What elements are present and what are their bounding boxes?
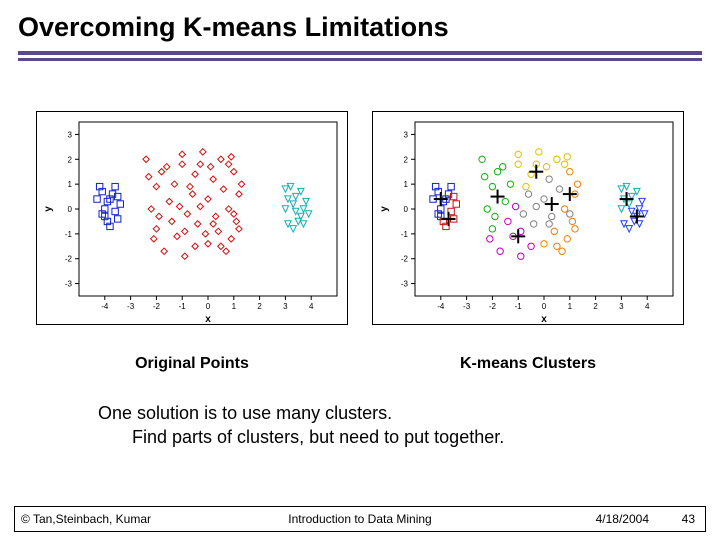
svg-text:-1: -1 — [401, 230, 409, 239]
svg-text:1: 1 — [568, 302, 573, 311]
footer-book-title: Introduction to Data Mining — [288, 512, 431, 526]
footer-date: 4/18/2004 — [596, 512, 649, 526]
svg-text:2: 2 — [68, 155, 73, 164]
caption-kmeans-clusters: K-means Clusters — [372, 355, 684, 373]
charts-row: -4-3-2-101234-3-2-10123xy -4-3-2-101234-… — [0, 61, 720, 325]
svg-text:3: 3 — [619, 302, 624, 311]
svg-text:-3: -3 — [463, 302, 471, 311]
svg-text:-4: -4 — [101, 302, 109, 311]
svg-text:0: 0 — [206, 302, 211, 311]
svg-text:-1: -1 — [179, 302, 187, 311]
svg-text:0: 0 — [68, 205, 73, 214]
svg-text:-2: -2 — [489, 302, 497, 311]
svg-text:0: 0 — [542, 302, 547, 311]
svg-text:3: 3 — [68, 130, 73, 139]
footer-authors: © Tan,Steinbach, Kumar — [21, 512, 151, 526]
caption-original-points: Original Points — [36, 355, 348, 373]
captions-row: Original Points K-means Clusters — [0, 325, 720, 373]
svg-text:4: 4 — [645, 302, 650, 311]
svg-text:-1: -1 — [65, 230, 73, 239]
svg-text:1: 1 — [232, 302, 237, 311]
svg-text:1: 1 — [68, 180, 73, 189]
svg-text:2: 2 — [593, 302, 598, 311]
svg-text:-1: -1 — [515, 302, 523, 311]
footer-bar: © Tan,Steinbach, Kumar Introduction to D… — [14, 506, 706, 532]
body-line-2: Find parts of clusters, but need to put … — [98, 425, 720, 449]
body-text: One solution is to use many clusters. Fi… — [0, 373, 720, 450]
svg-text:-2: -2 — [153, 302, 161, 311]
svg-text:y: y — [43, 206, 54, 212]
chart-right: -4 -3 -2 -1 0 1 2 3 4 -3 -2 -1 0 1 2 3 x y — [372, 111, 684, 325]
svg-text:1: 1 — [404, 180, 409, 189]
svg-text:3: 3 — [404, 130, 409, 139]
chart-left: -4 -3 -2 -1 0 1 2 3 4 -3 -2 -1 0 1 2 3 x y — [36, 111, 348, 325]
slide-title: Overcoming K-means Limitations — [0, 0, 720, 51]
svg-text:y: y — [379, 206, 390, 212]
svg-text:2: 2 — [257, 302, 262, 311]
svg-text:4: 4 — [309, 302, 314, 311]
body-line-1: One solution is to use many clusters. — [98, 401, 720, 425]
svg-text:2: 2 — [404, 155, 409, 164]
svg-text:-3: -3 — [127, 302, 135, 311]
svg-text:-2: -2 — [65, 255, 73, 264]
svg-text:x: x — [541, 314, 547, 325]
svg-text:-3: -3 — [65, 280, 73, 289]
svg-text:0: 0 — [404, 205, 409, 214]
footer-page-number: 43 — [682, 512, 695, 526]
svg-text:x: x — [205, 314, 211, 325]
svg-text:-2: -2 — [401, 255, 409, 264]
svg-text:-3: -3 — [401, 280, 409, 289]
svg-text:-4: -4 — [437, 302, 445, 311]
svg-text:3: 3 — [283, 302, 288, 311]
title-rule-1 — [18, 51, 702, 55]
